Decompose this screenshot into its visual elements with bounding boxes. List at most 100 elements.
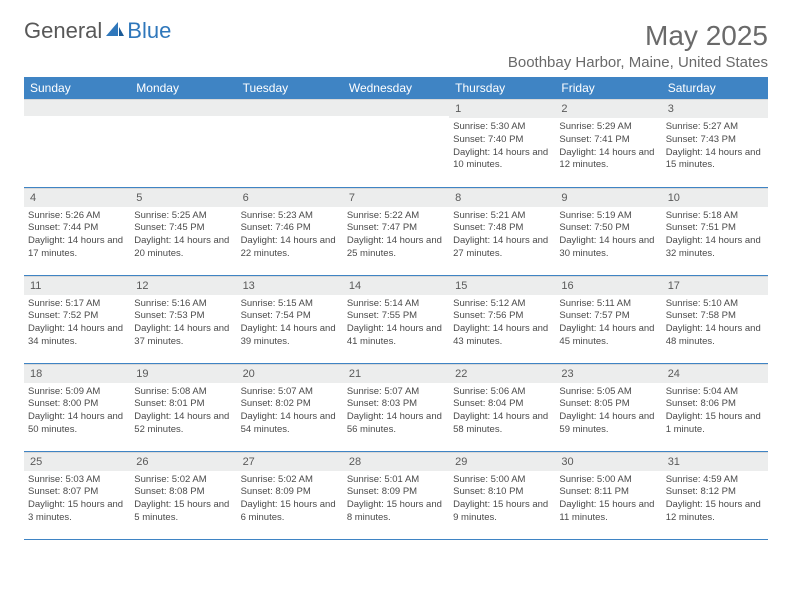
calendar-cell: 25Sunrise: 5:03 AMSunset: 8:07 PMDayligh… — [24, 451, 130, 539]
day-details: Sunrise: 4:59 AMSunset: 8:12 PMDaylight:… — [662, 471, 768, 529]
calendar-row: 11Sunrise: 5:17 AMSunset: 7:52 PMDayligh… — [24, 275, 768, 363]
day-details: Sunrise: 5:10 AMSunset: 7:58 PMDaylight:… — [662, 295, 768, 353]
day-number-empty — [24, 99, 130, 116]
calendar-cell: 14Sunrise: 5:14 AMSunset: 7:55 PMDayligh… — [343, 275, 449, 363]
weekday-header: Thursday — [449, 77, 555, 99]
weekday-header: Sunday — [24, 77, 130, 99]
day-number: 8 — [449, 188, 555, 207]
day-number: 28 — [343, 452, 449, 471]
calendar-cell — [343, 99, 449, 187]
day-details: Sunrise: 5:03 AMSunset: 8:07 PMDaylight:… — [24, 471, 130, 529]
day-details: Sunrise: 5:25 AMSunset: 7:45 PMDaylight:… — [130, 207, 236, 265]
day-number: 30 — [555, 452, 661, 471]
logo-text-blue: Blue — [127, 20, 171, 42]
day-details: Sunrise: 5:09 AMSunset: 8:00 PMDaylight:… — [24, 383, 130, 441]
day-details: Sunrise: 5:00 AMSunset: 8:11 PMDaylight:… — [555, 471, 661, 529]
calendar-cell: 30Sunrise: 5:00 AMSunset: 8:11 PMDayligh… — [555, 451, 661, 539]
day-number: 25 — [24, 452, 130, 471]
calendar-cell: 9Sunrise: 5:19 AMSunset: 7:50 PMDaylight… — [555, 187, 661, 275]
logo-text-general: General — [24, 20, 102, 42]
calendar-cell: 3Sunrise: 5:27 AMSunset: 7:43 PMDaylight… — [662, 99, 768, 187]
day-details: Sunrise: 5:07 AMSunset: 8:03 PMDaylight:… — [343, 383, 449, 441]
day-number: 2 — [555, 99, 661, 118]
calendar-cell: 16Sunrise: 5:11 AMSunset: 7:57 PMDayligh… — [555, 275, 661, 363]
weekday-header: Wednesday — [343, 77, 449, 99]
calendar-cell: 6Sunrise: 5:23 AMSunset: 7:46 PMDaylight… — [237, 187, 343, 275]
day-number: 7 — [343, 188, 449, 207]
day-number: 9 — [555, 188, 661, 207]
day-number: 18 — [24, 364, 130, 383]
day-number-empty — [237, 99, 343, 116]
day-details: Sunrise: 5:07 AMSunset: 8:02 PMDaylight:… — [237, 383, 343, 441]
day-number: 17 — [662, 276, 768, 295]
day-number: 10 — [662, 188, 768, 207]
day-details: Sunrise: 5:18 AMSunset: 7:51 PMDaylight:… — [662, 207, 768, 265]
day-number: 12 — [130, 276, 236, 295]
weekday-header-row: SundayMondayTuesdayWednesdayThursdayFrid… — [24, 77, 768, 99]
header: General Blue May 2025 Boothbay Harbor, M… — [24, 20, 768, 71]
day-details: Sunrise: 5:12 AMSunset: 7:56 PMDaylight:… — [449, 295, 555, 353]
calendar-cell — [24, 99, 130, 187]
logo: General Blue — [24, 20, 171, 42]
day-details: Sunrise: 5:04 AMSunset: 8:06 PMDaylight:… — [662, 383, 768, 441]
day-number: 24 — [662, 364, 768, 383]
calendar-cell: 7Sunrise: 5:22 AMSunset: 7:47 PMDaylight… — [343, 187, 449, 275]
day-details: Sunrise: 5:05 AMSunset: 8:05 PMDaylight:… — [555, 383, 661, 441]
weekday-header: Tuesday — [237, 77, 343, 99]
calendar-cell: 4Sunrise: 5:26 AMSunset: 7:44 PMDaylight… — [24, 187, 130, 275]
day-details: Sunrise: 5:02 AMSunset: 8:09 PMDaylight:… — [237, 471, 343, 529]
day-number: 4 — [24, 188, 130, 207]
day-number: 3 — [662, 99, 768, 118]
calendar-cell: 23Sunrise: 5:05 AMSunset: 8:05 PMDayligh… — [555, 363, 661, 451]
calendar-cell: 12Sunrise: 5:16 AMSunset: 7:53 PMDayligh… — [130, 275, 236, 363]
day-details: Sunrise: 5:08 AMSunset: 8:01 PMDaylight:… — [130, 383, 236, 441]
day-number-empty — [343, 99, 449, 116]
logo-sail-icon — [104, 20, 126, 42]
day-number: 29 — [449, 452, 555, 471]
calendar-cell: 13Sunrise: 5:15 AMSunset: 7:54 PMDayligh… — [237, 275, 343, 363]
day-number: 23 — [555, 364, 661, 383]
calendar-cell: 1Sunrise: 5:30 AMSunset: 7:40 PMDaylight… — [449, 99, 555, 187]
day-details: Sunrise: 5:02 AMSunset: 8:08 PMDaylight:… — [130, 471, 236, 529]
calendar-cell: 31Sunrise: 4:59 AMSunset: 8:12 PMDayligh… — [662, 451, 768, 539]
calendar-cell: 26Sunrise: 5:02 AMSunset: 8:08 PMDayligh… — [130, 451, 236, 539]
day-number: 14 — [343, 276, 449, 295]
day-number: 1 — [449, 99, 555, 118]
calendar-cell: 19Sunrise: 5:08 AMSunset: 8:01 PMDayligh… — [130, 363, 236, 451]
location-text: Boothbay Harbor, Maine, United States — [508, 54, 768, 71]
day-details: Sunrise: 5:11 AMSunset: 7:57 PMDaylight:… — [555, 295, 661, 353]
calendar-row: 1Sunrise: 5:30 AMSunset: 7:40 PMDaylight… — [24, 99, 768, 187]
day-details: Sunrise: 5:26 AMSunset: 7:44 PMDaylight:… — [24, 207, 130, 265]
calendar-body: 1Sunrise: 5:30 AMSunset: 7:40 PMDaylight… — [24, 99, 768, 539]
calendar-table: SundayMondayTuesdayWednesdayThursdayFrid… — [24, 77, 768, 540]
day-details: Sunrise: 5:22 AMSunset: 7:47 PMDaylight:… — [343, 207, 449, 265]
calendar-row: 4Sunrise: 5:26 AMSunset: 7:44 PMDaylight… — [24, 187, 768, 275]
day-number: 13 — [237, 276, 343, 295]
day-details: Sunrise: 5:19 AMSunset: 7:50 PMDaylight:… — [555, 207, 661, 265]
day-number: 21 — [343, 364, 449, 383]
day-number: 6 — [237, 188, 343, 207]
calendar-cell: 17Sunrise: 5:10 AMSunset: 7:58 PMDayligh… — [662, 275, 768, 363]
day-details: Sunrise: 5:29 AMSunset: 7:41 PMDaylight:… — [555, 118, 661, 176]
calendar-cell: 27Sunrise: 5:02 AMSunset: 8:09 PMDayligh… — [237, 451, 343, 539]
day-details: Sunrise: 5:06 AMSunset: 8:04 PMDaylight:… — [449, 383, 555, 441]
day-details: Sunrise: 5:00 AMSunset: 8:10 PMDaylight:… — [449, 471, 555, 529]
day-number: 27 — [237, 452, 343, 471]
day-details: Sunrise: 5:21 AMSunset: 7:48 PMDaylight:… — [449, 207, 555, 265]
day-number: 19 — [130, 364, 236, 383]
calendar-cell: 11Sunrise: 5:17 AMSunset: 7:52 PMDayligh… — [24, 275, 130, 363]
calendar-cell: 15Sunrise: 5:12 AMSunset: 7:56 PMDayligh… — [449, 275, 555, 363]
day-details: Sunrise: 5:01 AMSunset: 8:09 PMDaylight:… — [343, 471, 449, 529]
day-details: Sunrise: 5:23 AMSunset: 7:46 PMDaylight:… — [237, 207, 343, 265]
weekday-header: Saturday — [662, 77, 768, 99]
day-details: Sunrise: 5:15 AMSunset: 7:54 PMDaylight:… — [237, 295, 343, 353]
day-details: Sunrise: 5:16 AMSunset: 7:53 PMDaylight:… — [130, 295, 236, 353]
day-details: Sunrise: 5:17 AMSunset: 7:52 PMDaylight:… — [24, 295, 130, 353]
calendar-cell — [237, 99, 343, 187]
calendar-row: 18Sunrise: 5:09 AMSunset: 8:00 PMDayligh… — [24, 363, 768, 451]
calendar-cell: 29Sunrise: 5:00 AMSunset: 8:10 PMDayligh… — [449, 451, 555, 539]
month-title: May 2025 — [508, 20, 768, 52]
calendar-cell: 22Sunrise: 5:06 AMSunset: 8:04 PMDayligh… — [449, 363, 555, 451]
calendar-row: 25Sunrise: 5:03 AMSunset: 8:07 PMDayligh… — [24, 451, 768, 539]
day-number: 31 — [662, 452, 768, 471]
